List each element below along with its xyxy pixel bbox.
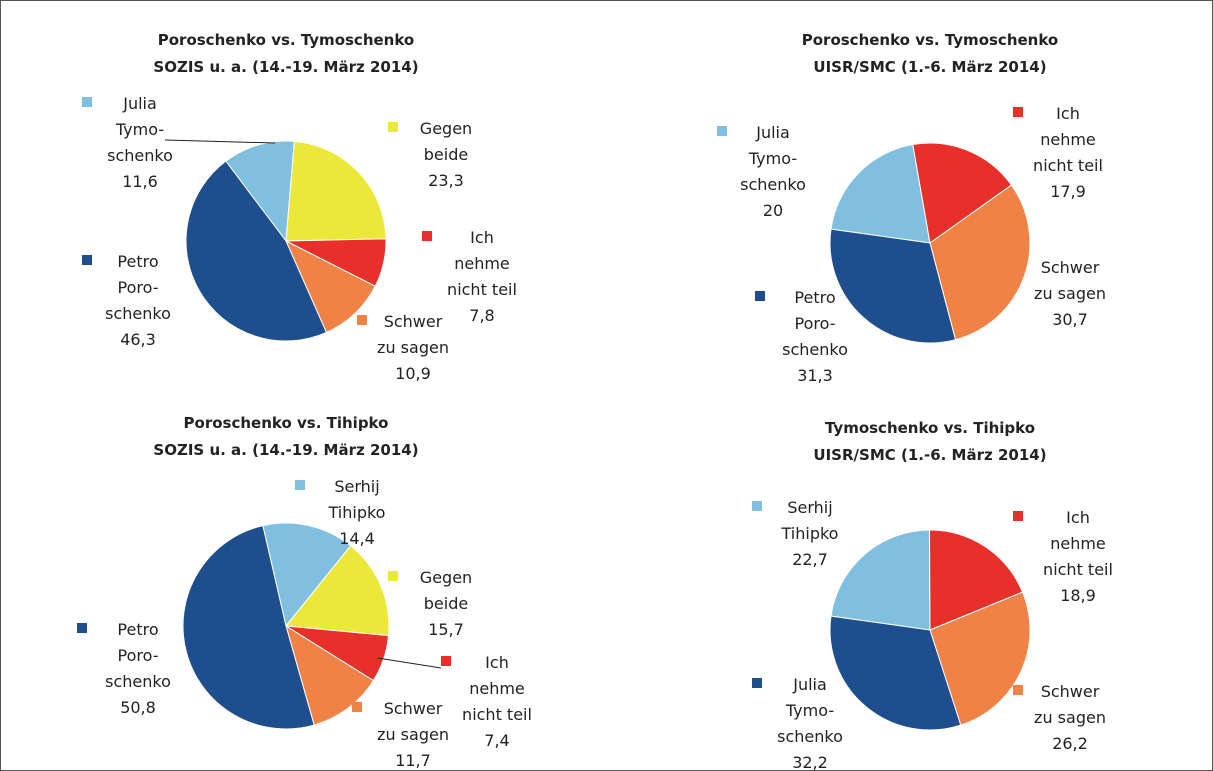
chart-subtitle: SOZIS u. a. (14.-19. März 2014) — [153, 58, 418, 76]
pie-slice — [929, 529, 1024, 631]
pie-slice — [929, 591, 1031, 726]
legend-swatch — [441, 656, 451, 666]
pie-slice — [830, 143, 931, 244]
leader-line — [377, 657, 442, 669]
legend-swatch — [422, 231, 432, 241]
pie-slice — [285, 545, 390, 637]
pie-slice — [185, 160, 328, 342]
value-label: 7,4 — [484, 731, 509, 750]
pie-slice — [285, 624, 375, 726]
pie-slice — [829, 615, 962, 731]
slice-label: Julia Tymo-schenko — [740, 123, 806, 194]
value-label: 26,2 — [1052, 734, 1088, 753]
slice-label: Serhij Tihipko — [781, 498, 839, 543]
slice-label: Gegen beide — [420, 119, 472, 164]
chart-title: Poroschenko vs. Tymoschenko — [802, 31, 1058, 49]
legend-swatch — [1013, 511, 1023, 521]
value-label: 20 — [763, 201, 783, 220]
slice-label: Gegen beide — [420, 568, 472, 613]
chart-title: Poroschenko vs. Tihipko — [184, 414, 389, 432]
value-label: 15,7 — [428, 620, 464, 639]
chart-subtitle: UISR/SMC (1.-6. März 2014) — [813, 58, 1046, 76]
slice-label: Schwer zu sagen — [1034, 682, 1106, 727]
chart-subtitle: SOZIS u. a. (14.-19. März 2014) — [153, 441, 418, 459]
value-label: 50,8 — [120, 698, 156, 717]
legend-swatch — [752, 501, 762, 511]
legend-swatch — [717, 126, 727, 136]
slice-label: Serhij Tihipko — [328, 477, 386, 522]
legend-swatch — [352, 702, 362, 712]
slice-label: Julia Tymo-schenko — [777, 675, 843, 746]
value-label: 30,7 — [1052, 310, 1088, 329]
slice-label: Schwer zu sagen — [377, 699, 449, 744]
chart-subtitle: UISR/SMC (1.-6. März 2014) — [813, 446, 1046, 464]
legend-swatch — [1013, 261, 1023, 271]
pie-slice — [182, 525, 315, 730]
legend-swatch — [752, 678, 762, 688]
legend-swatch — [357, 315, 367, 325]
legend-swatch — [388, 571, 398, 581]
slice-label: Petro Poro-schenko — [105, 620, 171, 691]
pie-slice — [225, 140, 295, 243]
value-label: 23,3 — [428, 171, 464, 190]
value-label: 10,9 — [395, 364, 431, 383]
slice-label: Petro Poro-schenko — [105, 252, 171, 323]
value-label: 22,7 — [792, 550, 828, 569]
legend-swatch — [1013, 685, 1023, 695]
slice-label: Schwer zu sagen — [377, 312, 449, 357]
legend-swatch — [82, 97, 92, 107]
value-label: 11,6 — [122, 172, 158, 191]
value-label: 31,3 — [797, 366, 833, 385]
value-label: 46,3 — [120, 330, 156, 349]
value-label: 7,8 — [469, 306, 494, 325]
pie-slice — [912, 142, 1013, 244]
pie-slice — [262, 522, 352, 628]
legend-swatch — [388, 122, 398, 132]
pie-slice — [929, 184, 1031, 341]
pie-slice — [284, 239, 376, 334]
leader-line — [164, 139, 276, 144]
legend-swatch — [1013, 107, 1023, 117]
legend-swatch — [77, 623, 87, 633]
value-label: 14,4 — [339, 529, 375, 548]
slice-label: Ich nehme nicht teil — [1043, 508, 1113, 579]
slice-label: Julia Tymo-schenko — [107, 94, 173, 165]
slice-label: Petro Poro-schenko — [782, 288, 848, 359]
value-label: 18,9 — [1060, 586, 1096, 605]
legend-swatch — [755, 291, 765, 301]
value-label: 32,2 — [792, 753, 828, 771]
pie-slice — [285, 140, 387, 242]
chart-title: Poroschenko vs. Tymoschenko — [158, 31, 414, 49]
slice-label: Schwer zu sagen — [1034, 258, 1106, 303]
chart-title: Tymoschenko vs. Tihipko — [825, 419, 1035, 437]
pie-slice — [829, 228, 957, 344]
value-label: 17,9 — [1050, 182, 1086, 201]
pie-slice — [830, 529, 931, 631]
value-label: 11,7 — [395, 751, 431, 770]
legend-swatch — [82, 255, 92, 265]
legend-swatch — [295, 480, 305, 490]
slice-label: Ich nehme nicht teil — [462, 653, 532, 724]
slice-label: Ich nehme nicht teil — [447, 228, 517, 299]
slice-label: Ich nehme nicht teil — [1033, 104, 1103, 175]
